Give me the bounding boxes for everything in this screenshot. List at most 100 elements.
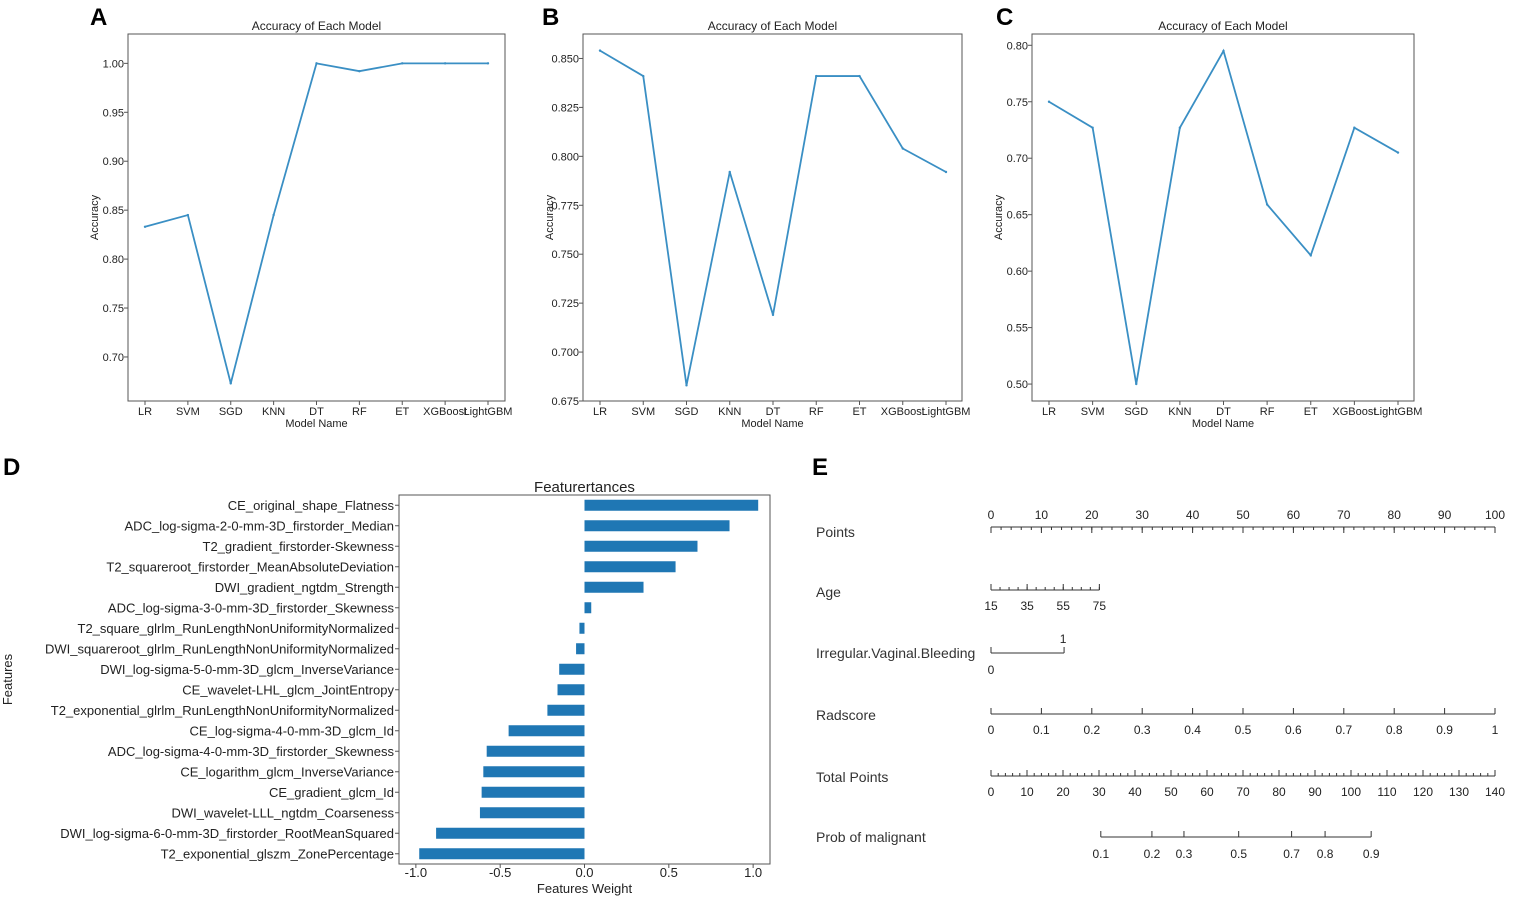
nomogram-tick-label: 60 [1287, 508, 1301, 522]
feature-bar [436, 827, 585, 839]
nomogram-tick-label: 40 [1128, 785, 1142, 799]
y-tick-label: 0.80 [1007, 40, 1028, 52]
feature-bar [584, 581, 644, 593]
nomogram-tick-label: 20 [1056, 785, 1070, 799]
nomogram-tick-label: 1 [1492, 723, 1499, 737]
nomogram-tick-label: 75 [1093, 599, 1107, 613]
feature-bar [584, 602, 592, 614]
x-tick-label: 1.0 [744, 865, 762, 880]
data-point [1091, 126, 1094, 129]
y-tick-label: 0.80 [103, 254, 124, 266]
nomogram: Points Age Irregular.Vaginal.Bleeding Radsc… [816, 508, 1505, 861]
nomogram-tick-label: 0.3 [1176, 847, 1193, 861]
x-tick-label: XGBoost [881, 406, 925, 418]
data-point [1178, 126, 1182, 129]
y-tick-label: 0.65 [1007, 210, 1028, 222]
nomogram-tick-label: 0.1 [1092, 847, 1109, 861]
data-point [401, 62, 404, 65]
nomogram-tick-label: 0.7 [1283, 847, 1300, 861]
nomogram-tick-label: 50 [1164, 785, 1178, 799]
data-point [815, 74, 818, 78]
feature-label: T2_exponential_glrlm_RunLengthNonUniform… [51, 703, 394, 718]
nomogram-tick-label: 1 [1060, 632, 1067, 646]
nomogram-row-label: Total Points [816, 769, 888, 785]
nomogram-tick-label: 70 [1337, 508, 1351, 522]
panel-letter-a: A [90, 4, 107, 31]
x-tick-label: ET [852, 406, 866, 418]
nomogram-tick-label: 140 [1485, 785, 1505, 799]
nomogram-row-label: Points [816, 524, 855, 540]
x-tick-label: -0.5 [489, 865, 511, 880]
feature-label: T2_exponential_glszm_ZonePercentage [161, 846, 394, 861]
nomogram-tick-label: 130 [1449, 785, 1469, 799]
nomogram-tick-label: 0.9 [1436, 723, 1453, 737]
x-tick-label: 0.0 [575, 865, 593, 880]
x-axis-label: Model Name [741, 418, 803, 430]
data-point [771, 313, 775, 317]
nomogram-tick-label: 40 [1186, 508, 1200, 522]
data-point [358, 69, 361, 73]
chart-title: Accuracy of Each Model [708, 19, 837, 33]
y-tick-label: 0.75 [1007, 97, 1028, 109]
nomogram-tick-label: 0.5 [1235, 723, 1252, 737]
nomogram-tick-label: 70 [1236, 785, 1250, 799]
y-axis-label: Accuracy [993, 194, 1005, 240]
data-point [1265, 203, 1269, 206]
nomogram-tick-label: 0 [988, 508, 995, 522]
x-tick-label: RF [1260, 406, 1275, 418]
y-tick-label: 0.55 [1007, 323, 1028, 335]
data-point [728, 170, 731, 174]
data-point [1309, 254, 1312, 257]
chart-title: Accuracy of Each Model [252, 19, 381, 33]
nomogram-row-label: Prob of malignant [816, 829, 926, 845]
line-chart-c: Accuracy of Each Model 0.50 0.55 0.60 0.65 0.… [993, 19, 1422, 430]
y-tick-label: 0.725 [551, 298, 579, 310]
data-point [1396, 151, 1400, 154]
x-tick-label: KNN [262, 406, 285, 418]
x-tick-label: LightGBM [464, 406, 513, 418]
y-axis-label: Accuracy [89, 194, 101, 240]
feature-bar [547, 704, 585, 716]
line-chart-a: Accuracy of Each Model 0.70 0.75 0.80 0.85 0.… [89, 19, 512, 430]
data-point [315, 62, 318, 65]
x-tick-label: SVM [1081, 406, 1105, 418]
nomogram-tick-label: 10 [1035, 508, 1049, 522]
plot-frame [1031, 33, 1415, 402]
x-tick-label: SGD [1124, 406, 1148, 418]
data-point [901, 147, 904, 150]
feature-label: T2_gradient_firstorder-Skewness [203, 539, 395, 554]
nomogram-tick-label: 120 [1413, 785, 1433, 799]
feature-bar [579, 622, 585, 634]
feature-label: ADC_log-sigma-4-0-mm-3D_firstorder_Skewn… [108, 744, 395, 759]
x-tick-label: DT [309, 406, 324, 418]
x-tick-label: SGD [219, 406, 243, 418]
y-tick-label: 0.850 [551, 53, 579, 65]
nomogram-tick-label: 0.2 [1083, 723, 1100, 737]
data-point [229, 382, 232, 385]
y-tick-label: 0.700 [551, 347, 579, 359]
nomogram-row-label: Age [816, 584, 841, 600]
y-tick-label: 0.75 [103, 303, 124, 315]
feature-importance-bar-chart: Featurertances CE_original_shape_Flatness… [0, 479, 771, 896]
feature-label: T2_squareroot_firstorder_MeanAbsoluteDev… [106, 559, 394, 574]
nomogram-tick-label: 0.8 [1386, 723, 1403, 737]
plot-frame [582, 33, 963, 402]
x-tick-label: ET [395, 406, 409, 418]
data-point [272, 213, 275, 217]
nomogram-tick-label: 0.5 [1230, 847, 1247, 861]
data-point [186, 213, 190, 217]
chart-title: Featurertances [534, 479, 635, 496]
plot-frame [127, 33, 506, 402]
nomogram-tick-label: 0.4 [1184, 723, 1201, 737]
nomogram-tick-label: 100 [1341, 785, 1361, 799]
data-point [858, 74, 861, 78]
nomogram-tick-label: 30 [1092, 785, 1106, 799]
x-tick-label: SVM [176, 406, 200, 418]
y-tick-label: 0.800 [551, 151, 579, 163]
feature-bar [584, 499, 759, 511]
data-point [143, 225, 147, 228]
feature-label: CE_log-sigma-4-0-mm-3D_glcm_Id [190, 723, 394, 738]
x-tick-label: DT [1216, 406, 1231, 418]
x-tick-label: LightGBM [1374, 406, 1423, 418]
nomogram-tick-label: 90 [1308, 785, 1322, 799]
